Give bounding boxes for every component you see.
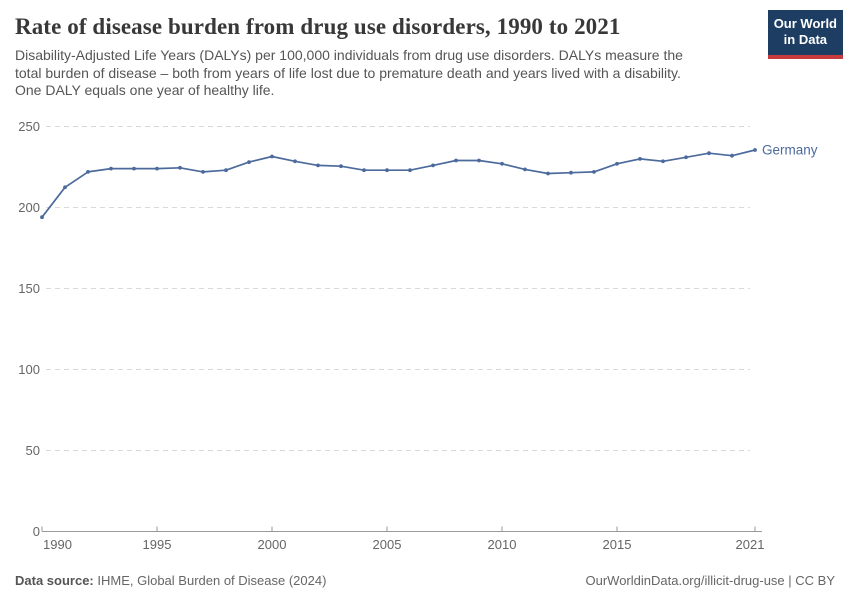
owid-logo[interactable]: Our World in Data [767,10,843,59]
chart-subtitle: Disability-Adjusted Life Years (DALYs) p… [15,47,683,99]
x-tick-label: 1995 [143,537,172,552]
data-point[interactable] [408,168,412,173]
data-point[interactable] [155,166,159,171]
data-point[interactable] [40,215,44,220]
y-tick-label: 250 [18,119,40,134]
y-tick-label: 50 [26,443,40,458]
y-tick-label: 150 [18,281,40,296]
data-point[interactable] [293,159,297,164]
chart-header: Rate of disease burden from drug use dis… [0,0,850,100]
data-point[interactable] [431,163,435,168]
data-point[interactable] [638,157,642,161]
x-tick-label: 2000 [258,537,287,552]
data-source-label: Data source: [15,573,94,588]
data-point[interactable] [569,170,573,175]
data-point[interactable] [454,158,458,163]
y-tick-label: 0 [33,524,40,539]
data-point[interactable] [224,168,228,173]
data-point[interactable] [316,163,320,168]
data-point[interactable] [592,170,596,174]
x-tick-label: 1990 [43,537,72,552]
x-tick-label: 2021 [736,537,765,552]
series-label-germany[interactable]: Germany [762,142,818,157]
x-tick-label: 2015 [603,537,632,552]
data-point[interactable] [523,167,527,172]
data-source: Data source: IHME, Global Burden of Dise… [15,573,326,588]
data-point[interactable] [730,153,734,158]
data-point[interactable] [63,185,67,190]
data-point[interactable] [247,160,251,165]
data-point[interactable] [270,154,274,159]
x-tick-label: 2005 [373,537,402,552]
data-point[interactable] [753,148,757,152]
license-link[interactable]: OurWorldinData.org/illicit-drug-use | CC… [585,573,836,588]
data-point[interactable] [477,158,481,163]
data-point[interactable] [132,166,136,171]
y-tick-label: 200 [18,200,40,215]
data-point[interactable] [385,168,389,173]
y-tick-label: 100 [18,362,40,377]
chart-title: Rate of disease burden from drug use dis… [15,14,621,39]
data-point[interactable] [661,159,665,164]
data-point[interactable] [178,165,182,170]
data-point[interactable] [546,171,550,176]
data-point[interactable] [707,151,711,156]
data-point[interactable] [684,155,688,160]
chart-footer: Data source: IHME, Global Burden of Dise… [15,573,835,588]
data-point[interactable] [615,161,619,166]
x-tick-label: 2010 [488,537,517,552]
data-point[interactable] [362,168,366,173]
data-point[interactable] [109,166,113,171]
series-line-germany[interactable] [41,149,756,218]
data-point[interactable] [86,170,90,174]
data-point[interactable] [201,170,205,174]
data-point[interactable] [500,161,504,166]
data-point[interactable] [339,164,343,169]
data-source-value: IHME, Global Burden of Disease (2024) [97,573,327,588]
